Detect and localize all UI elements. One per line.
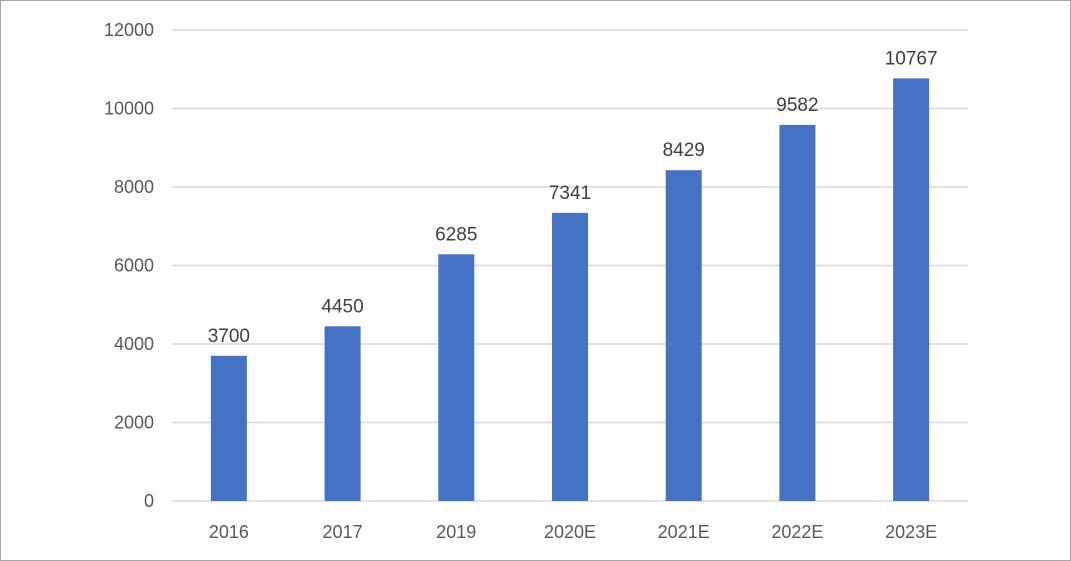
y-tick-label: 2000	[114, 413, 154, 433]
x-tick-label: 2017	[323, 522, 363, 542]
data-label: 10767	[885, 48, 938, 69]
bar	[779, 124, 816, 502]
y-tick-label: 12000	[104, 20, 154, 40]
y-tick-label: 0	[144, 491, 154, 511]
data-label: 3700	[208, 326, 250, 347]
data-label: 6285	[435, 224, 477, 245]
bar	[552, 212, 588, 501]
x-axis-tick-labels: 2016 2017 2019 2020E 2021E 2022E 2023E	[209, 522, 937, 542]
x-tick-label: 2019	[436, 522, 476, 542]
x-tick-label: 2016	[209, 522, 249, 542]
gridlines	[172, 29, 968, 502]
bar	[665, 170, 702, 501]
y-tick-label: 10000	[104, 99, 154, 119]
bars	[210, 78, 930, 502]
bar	[893, 78, 930, 501]
x-tick-label: 2023E	[885, 522, 937, 542]
x-tick-label: 2020E	[544, 522, 596, 542]
bar	[210, 355, 247, 501]
data-label: 7341	[549, 183, 591, 204]
bar	[438, 254, 475, 501]
y-axis-tick-labels: 0 2000 4000 6000 8000 10000 12000	[104, 20, 154, 511]
data-labels: 3700 4450 6285 7341 8429 9582 10767	[208, 48, 938, 346]
data-label: 9582	[776, 95, 818, 116]
data-label: 8429	[663, 140, 705, 161]
bar	[324, 326, 361, 501]
y-tick-label: 8000	[114, 177, 154, 197]
y-tick-label: 4000	[114, 334, 154, 354]
x-tick-label: 2021E	[658, 522, 710, 542]
data-label: 4450	[321, 296, 363, 317]
x-tick-label: 2022E	[771, 522, 823, 542]
y-tick-label: 6000	[114, 256, 154, 276]
